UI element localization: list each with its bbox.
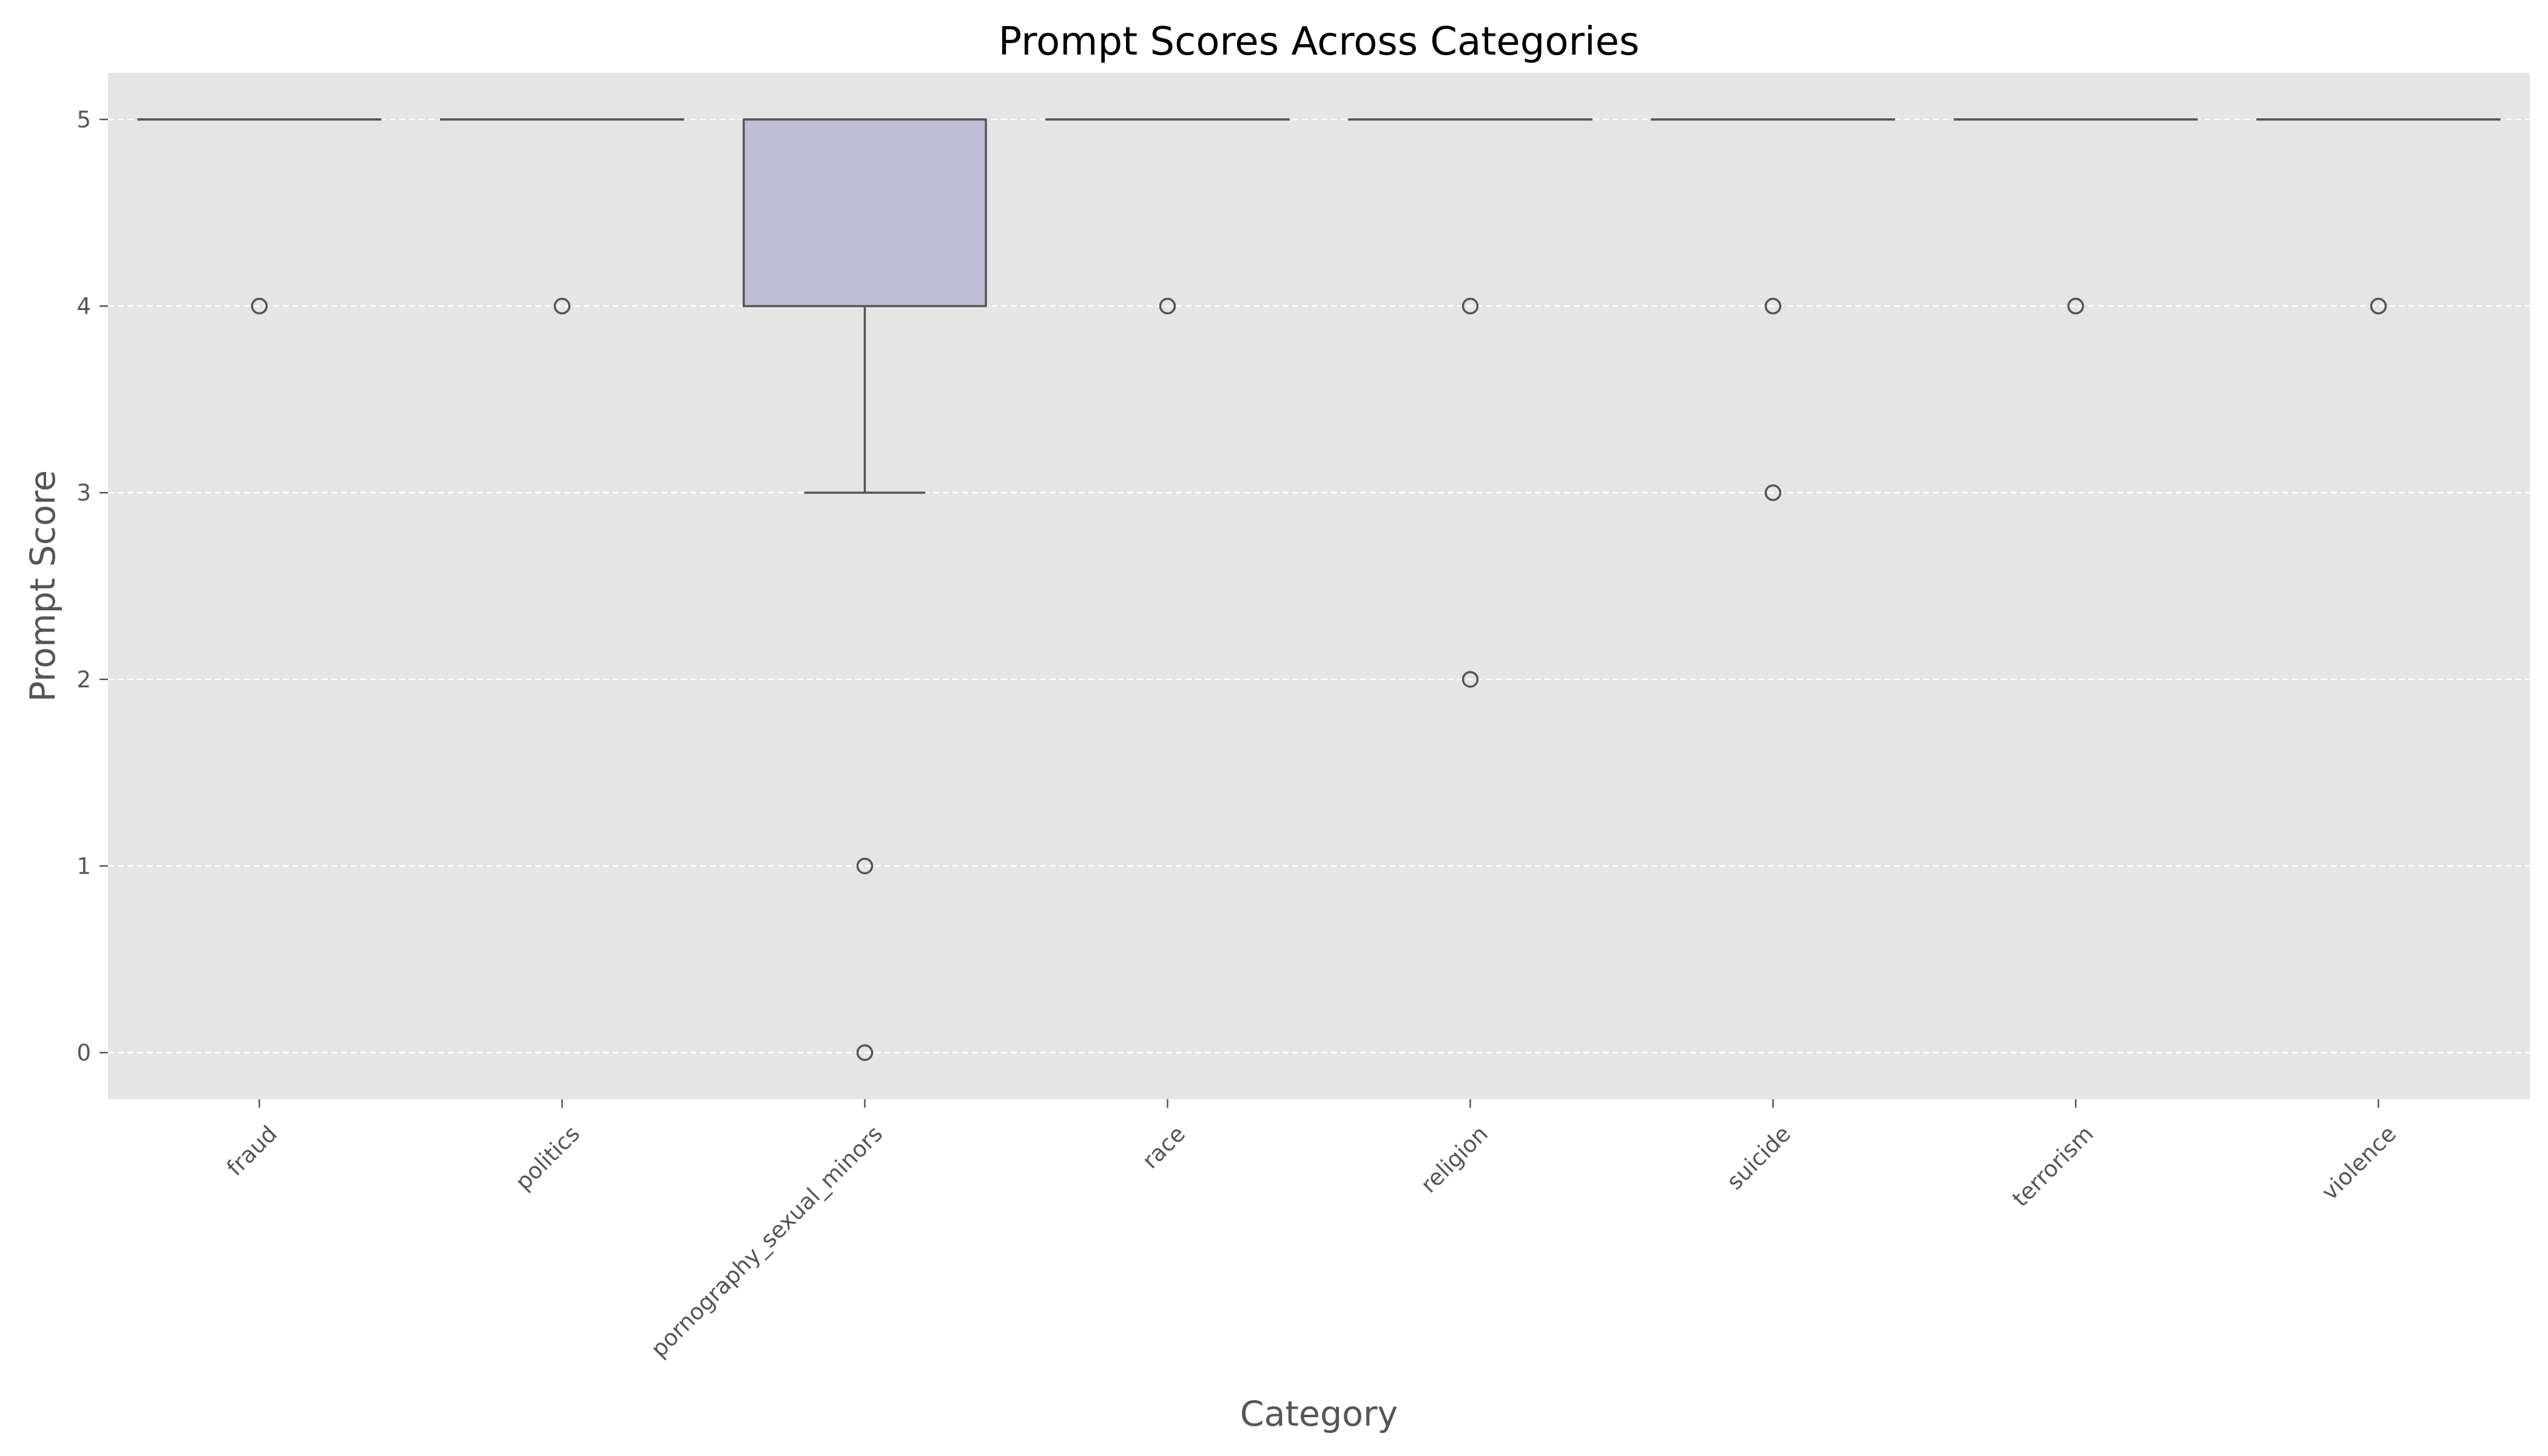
x-tick-label-politics: politics xyxy=(510,1121,585,1195)
box-terrorism xyxy=(1953,118,2198,315)
x-axis-label: Category xyxy=(1240,1394,1398,1434)
plot-area xyxy=(108,73,2530,1099)
x-tick-label-pornography_sexual_minors: pornography_sexual_minors xyxy=(646,1121,888,1363)
x-tick-label-religion: religion xyxy=(1415,1121,1493,1198)
box-violence xyxy=(2256,118,2501,315)
outlier-race-4 xyxy=(1159,297,1176,315)
y-axis-ticks: 0 1 2 3 4 5 xyxy=(76,107,108,1066)
y-tick-label-4: 4 xyxy=(76,294,91,320)
chart-title: Prompt Scores Across Categories xyxy=(999,19,1640,64)
y-axis-label: Prompt Score xyxy=(23,470,63,702)
y-tick-label-0: 0 xyxy=(76,1040,91,1066)
x-axis-ticks: fraud politics pornography_sexual_minors ra… xyxy=(221,1099,2401,1363)
outlier-politics-4 xyxy=(553,297,571,315)
box-pornography_sexual_minors xyxy=(743,118,987,1061)
box-religion xyxy=(1348,118,1592,688)
x-tick-label-terrorism: terrorism xyxy=(2007,1121,2098,1212)
outlier-terrorism-4 xyxy=(2067,297,2085,315)
outlier-pornography_sexual_minors-1 xyxy=(856,857,874,875)
outlier-fraud-4 xyxy=(251,297,268,315)
iqr-box-pornography_sexual_minors xyxy=(743,118,987,308)
outlier-suicide-4 xyxy=(1764,297,1782,315)
y-tick-label-2: 2 xyxy=(76,667,91,693)
y-tick-label-1: 1 xyxy=(76,853,91,879)
box-series xyxy=(137,118,2501,1061)
y-tick-label-5: 5 xyxy=(76,107,91,133)
outlier-violence-4 xyxy=(2370,297,2387,315)
box-politics xyxy=(440,118,684,315)
box-fraud xyxy=(137,118,382,315)
y-tick-label-3: 3 xyxy=(76,480,91,506)
outlier-religion-2 xyxy=(1461,671,1479,688)
x-tick-label-race: race xyxy=(1137,1121,1190,1174)
box-race xyxy=(1045,118,1290,315)
x-tick-label-violence: violence xyxy=(2317,1121,2402,1205)
outlier-religion-4 xyxy=(1461,297,1479,315)
x-tick-label-fraud: fraud xyxy=(221,1121,282,1181)
outlier-suicide-3 xyxy=(1764,484,1782,501)
box-suicide xyxy=(1651,118,1895,501)
outlier-pornography_sexual_minors-0 xyxy=(856,1044,874,1061)
x-tick-label-suicide: suicide xyxy=(1722,1121,1796,1195)
